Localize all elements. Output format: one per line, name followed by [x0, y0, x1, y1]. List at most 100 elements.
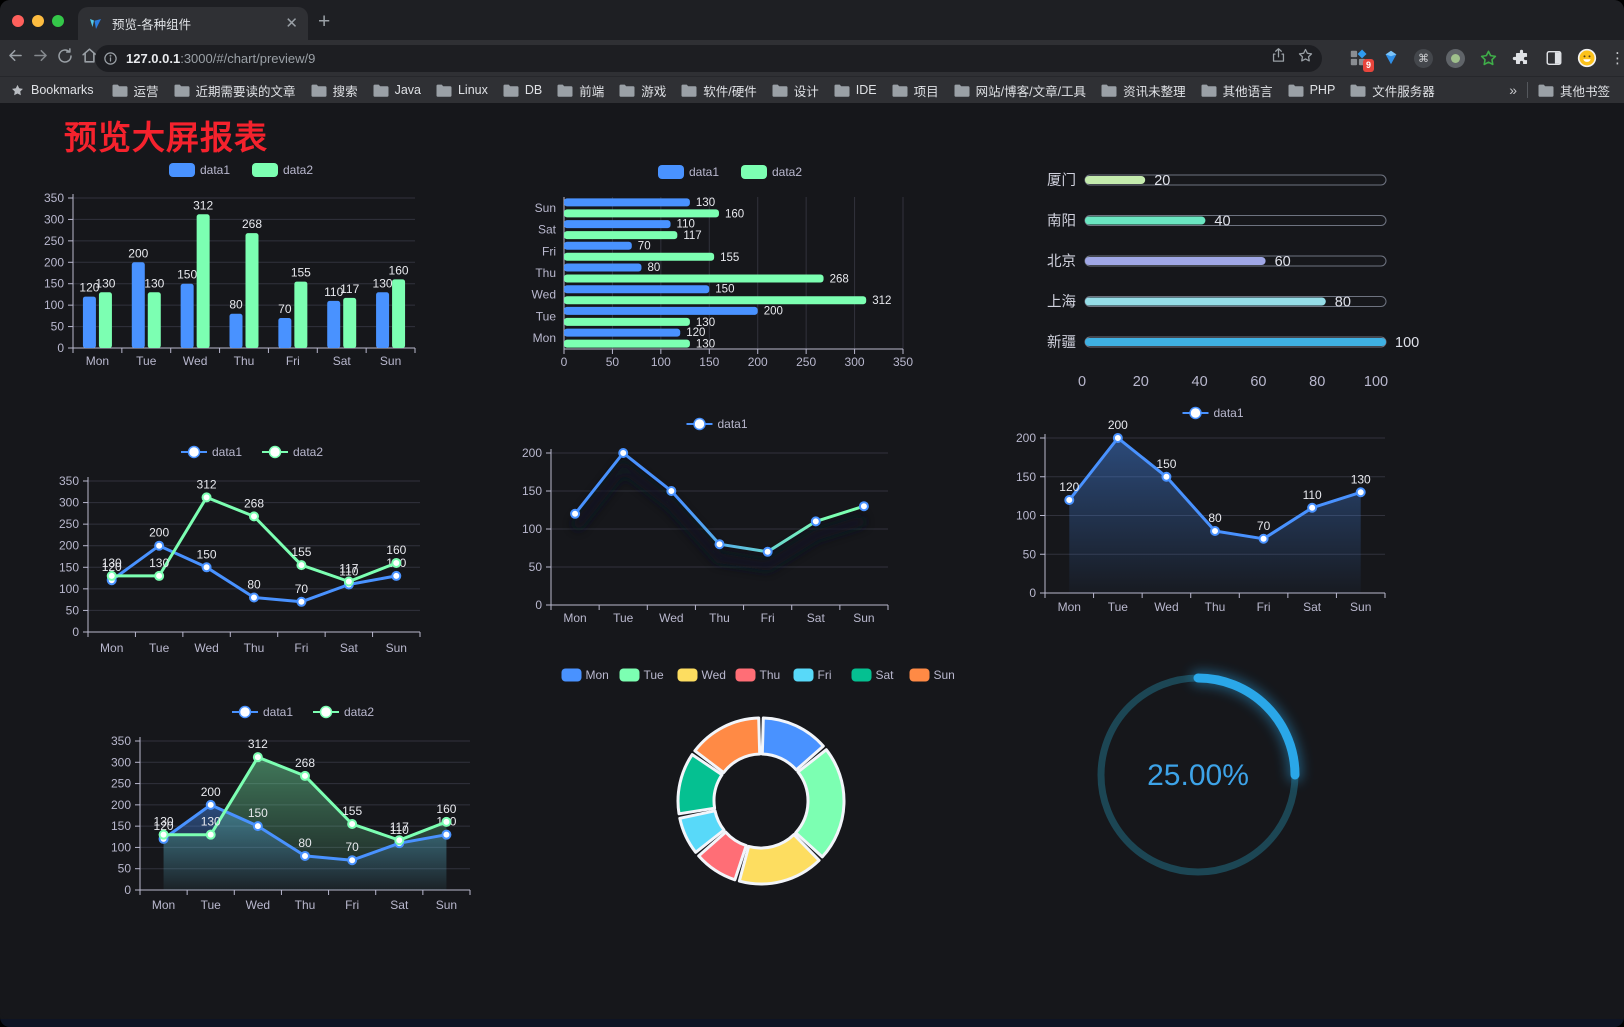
svg-text:150: 150 — [197, 547, 217, 561]
svg-text:130: 130 — [154, 815, 174, 829]
svg-text:130: 130 — [144, 276, 164, 290]
bookmark-folder[interactable]: IDE — [834, 83, 877, 97]
svg-text:268: 268 — [244, 496, 264, 510]
bookmark-folder[interactable]: 资讯未整理 — [1101, 81, 1186, 100]
svg-text:data1: data1 — [200, 163, 230, 177]
window-minimize-button[interactable] — [32, 15, 44, 27]
svg-text:Sun: Sun — [934, 668, 955, 682]
svg-text:110: 110 — [677, 219, 695, 231]
svg-text:268: 268 — [242, 217, 262, 231]
svg-text:100: 100 — [1016, 509, 1036, 523]
tab-close-icon[interactable]: ✕ — [285, 15, 298, 32]
share-icon[interactable] — [1270, 47, 1287, 69]
extension-badge: 9 — [1362, 59, 1374, 72]
svg-text:南阳: 南阳 — [1047, 213, 1076, 230]
svg-text:150: 150 — [44, 277, 64, 291]
site-info-icon[interactable] — [103, 51, 118, 66]
command-extension-icon[interactable]: ⌘ — [1414, 48, 1433, 68]
bookmark-folder[interactable]: 游戏 — [619, 81, 666, 100]
svg-text:250: 250 — [59, 517, 79, 531]
recorder-extension-icon[interactable] — [1446, 48, 1465, 68]
svg-text:Tue: Tue — [201, 898, 222, 912]
green-star-extension-icon[interactable] — [1478, 48, 1498, 68]
svg-text:60: 60 — [1275, 254, 1291, 270]
svg-text:Sun: Sun — [1350, 600, 1371, 614]
svg-text:120: 120 — [154, 819, 174, 833]
svg-text:117: 117 — [340, 282, 359, 296]
bookmark-folder[interactable]: 网站/博客/文章/工具 — [954, 81, 1086, 100]
svg-text:data1: data1 — [1214, 406, 1244, 420]
svg-text:312: 312 — [872, 295, 891, 307]
bookmarks-star-icon[interactable] — [10, 83, 25, 98]
svg-text:Mon: Mon — [586, 668, 609, 682]
svg-text:50: 50 — [118, 862, 132, 876]
bookmarks-right-group: » 其他书签 — [1509, 81, 1610, 100]
extensions-puzzle-icon[interactable] — [1511, 48, 1531, 68]
back-icon[interactable] — [6, 46, 25, 70]
svg-text:200: 200 — [128, 246, 148, 260]
other-bookmarks-folder[interactable]: 其他书签 — [1538, 81, 1610, 100]
svg-text:Fri: Fri — [286, 354, 300, 368]
new-tab-button[interactable]: + — [318, 10, 331, 33]
window-close-button[interactable] — [12, 15, 24, 27]
svg-text:Thu: Thu — [1205, 600, 1226, 614]
browser-tab[interactable]: 预览-各种组件 ✕ — [78, 7, 308, 40]
svg-text:312: 312 — [197, 477, 217, 491]
bookmark-folder[interactable]: 搜索 — [311, 81, 358, 100]
window-zoom-button[interactable] — [52, 15, 64, 27]
bookmark-folder[interactable]: DB — [503, 83, 542, 97]
bookmark-folder[interactable]: 其他语言 — [1201, 81, 1273, 100]
bookmark-star-icon[interactable] — [1297, 47, 1314, 69]
url-bar[interactable]: 127.0.0.1:3000/#/chart/preview/9 — [95, 44, 1322, 72]
bookmark-folder[interactable]: 近期需要读的文章 — [174, 81, 296, 100]
svg-text:Fri: Fri — [1257, 600, 1271, 614]
forward-icon[interactable] — [31, 46, 50, 70]
svg-text:150: 150 — [522, 484, 542, 498]
svg-text:Wed: Wed — [1154, 600, 1178, 614]
bookmark-folder[interactable]: 设计 — [772, 81, 819, 100]
svg-text:160: 160 — [386, 543, 406, 557]
svg-text:80: 80 — [647, 262, 660, 274]
reload-icon[interactable] — [56, 47, 74, 70]
bookmark-folder[interactable]: 运营 — [112, 81, 159, 100]
bookmark-folder[interactable]: 软件/硬件 — [681, 81, 757, 100]
bookmark-folder[interactable]: PHP — [1288, 83, 1335, 97]
profile-avatar[interactable] — [1577, 48, 1597, 68]
svg-text:Mon: Mon — [152, 898, 175, 912]
bookmarks-divider — [1526, 82, 1528, 98]
svg-text:新疆: 新疆 — [1047, 334, 1076, 351]
svg-text:Tue: Tue — [613, 611, 634, 625]
svg-text:data1: data1 — [689, 165, 719, 179]
bookmark-folder[interactable]: 前端 — [557, 81, 604, 100]
svg-text:Wed: Wed — [194, 641, 218, 655]
svg-text:200: 200 — [201, 785, 221, 799]
svg-text:300: 300 — [59, 496, 79, 510]
svg-text:Sun: Sun — [535, 201, 556, 215]
svg-text:100: 100 — [522, 522, 542, 536]
side-panel-icon[interactable] — [1544, 48, 1564, 68]
svg-text:250: 250 — [796, 355, 816, 369]
bookmark-folder[interactable]: 项目 — [892, 81, 939, 100]
svg-text:130: 130 — [373, 276, 393, 290]
bookmark-folder[interactable]: Linux — [436, 83, 488, 97]
home-icon[interactable] — [80, 46, 99, 70]
bookmarks-overflow-icon[interactable]: » — [1509, 82, 1517, 98]
svg-text:350: 350 — [44, 191, 64, 205]
gem-extension-icon[interactable] — [1381, 48, 1401, 68]
bookmark-folder[interactable]: 文件服务器 — [1350, 81, 1435, 100]
svg-text:312: 312 — [193, 198, 213, 212]
svg-text:100: 100 — [1395, 335, 1419, 351]
tabs-grid-extension-icon[interactable]: 9 — [1348, 48, 1374, 72]
bookmarks-label[interactable]: Bookmarks — [31, 83, 94, 97]
bookmark-folder[interactable]: Java — [373, 83, 421, 97]
